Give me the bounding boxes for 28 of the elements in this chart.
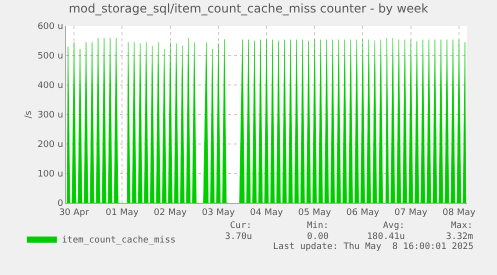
text: Last update: Thu May 8 16:00:01 2025 (273, 242, 474, 252)
x-tick-label: 30 Apr (59, 208, 90, 218)
y-tick-label: 600 u (37, 22, 64, 32)
text: 3.70u (225, 232, 252, 242)
text: Cur: (230, 221, 252, 231)
y-tick-label: 500 u (37, 52, 64, 62)
x-tick-label: 07 May (394, 208, 428, 218)
x-tick-label: 08 May (442, 208, 476, 218)
x-tick-label: 06 May (346, 208, 380, 218)
x-tick-label: 04 May (250, 208, 284, 218)
y-tick-label: 100 u (37, 170, 64, 180)
text: 180.41u (367, 232, 405, 242)
y-tick-label: 200 u (37, 140, 64, 150)
y-tick-label: 300 u (37, 110, 64, 121)
legend-label: item_count_cache_miss (62, 235, 176, 246)
y-axis-title: /s (24, 110, 34, 118)
text: 0.00 (307, 232, 329, 242)
chart-title: mod_storage_sql/item_count_cache_miss counter - by week (68, 2, 428, 16)
text: Avg: (383, 221, 405, 231)
x-tick-label: 03 May (202, 208, 236, 218)
text: Min: (307, 221, 329, 231)
text: Max: (451, 221, 473, 231)
x-tick-label: 01 May (106, 208, 140, 218)
x-tick-label: 02 May (154, 208, 188, 218)
text: 3.32m (446, 232, 474, 242)
x-tick-label: 05 May (298, 208, 332, 218)
y-tick-label: 0 (57, 199, 64, 210)
y-tick-label: 400 u (37, 81, 64, 92)
